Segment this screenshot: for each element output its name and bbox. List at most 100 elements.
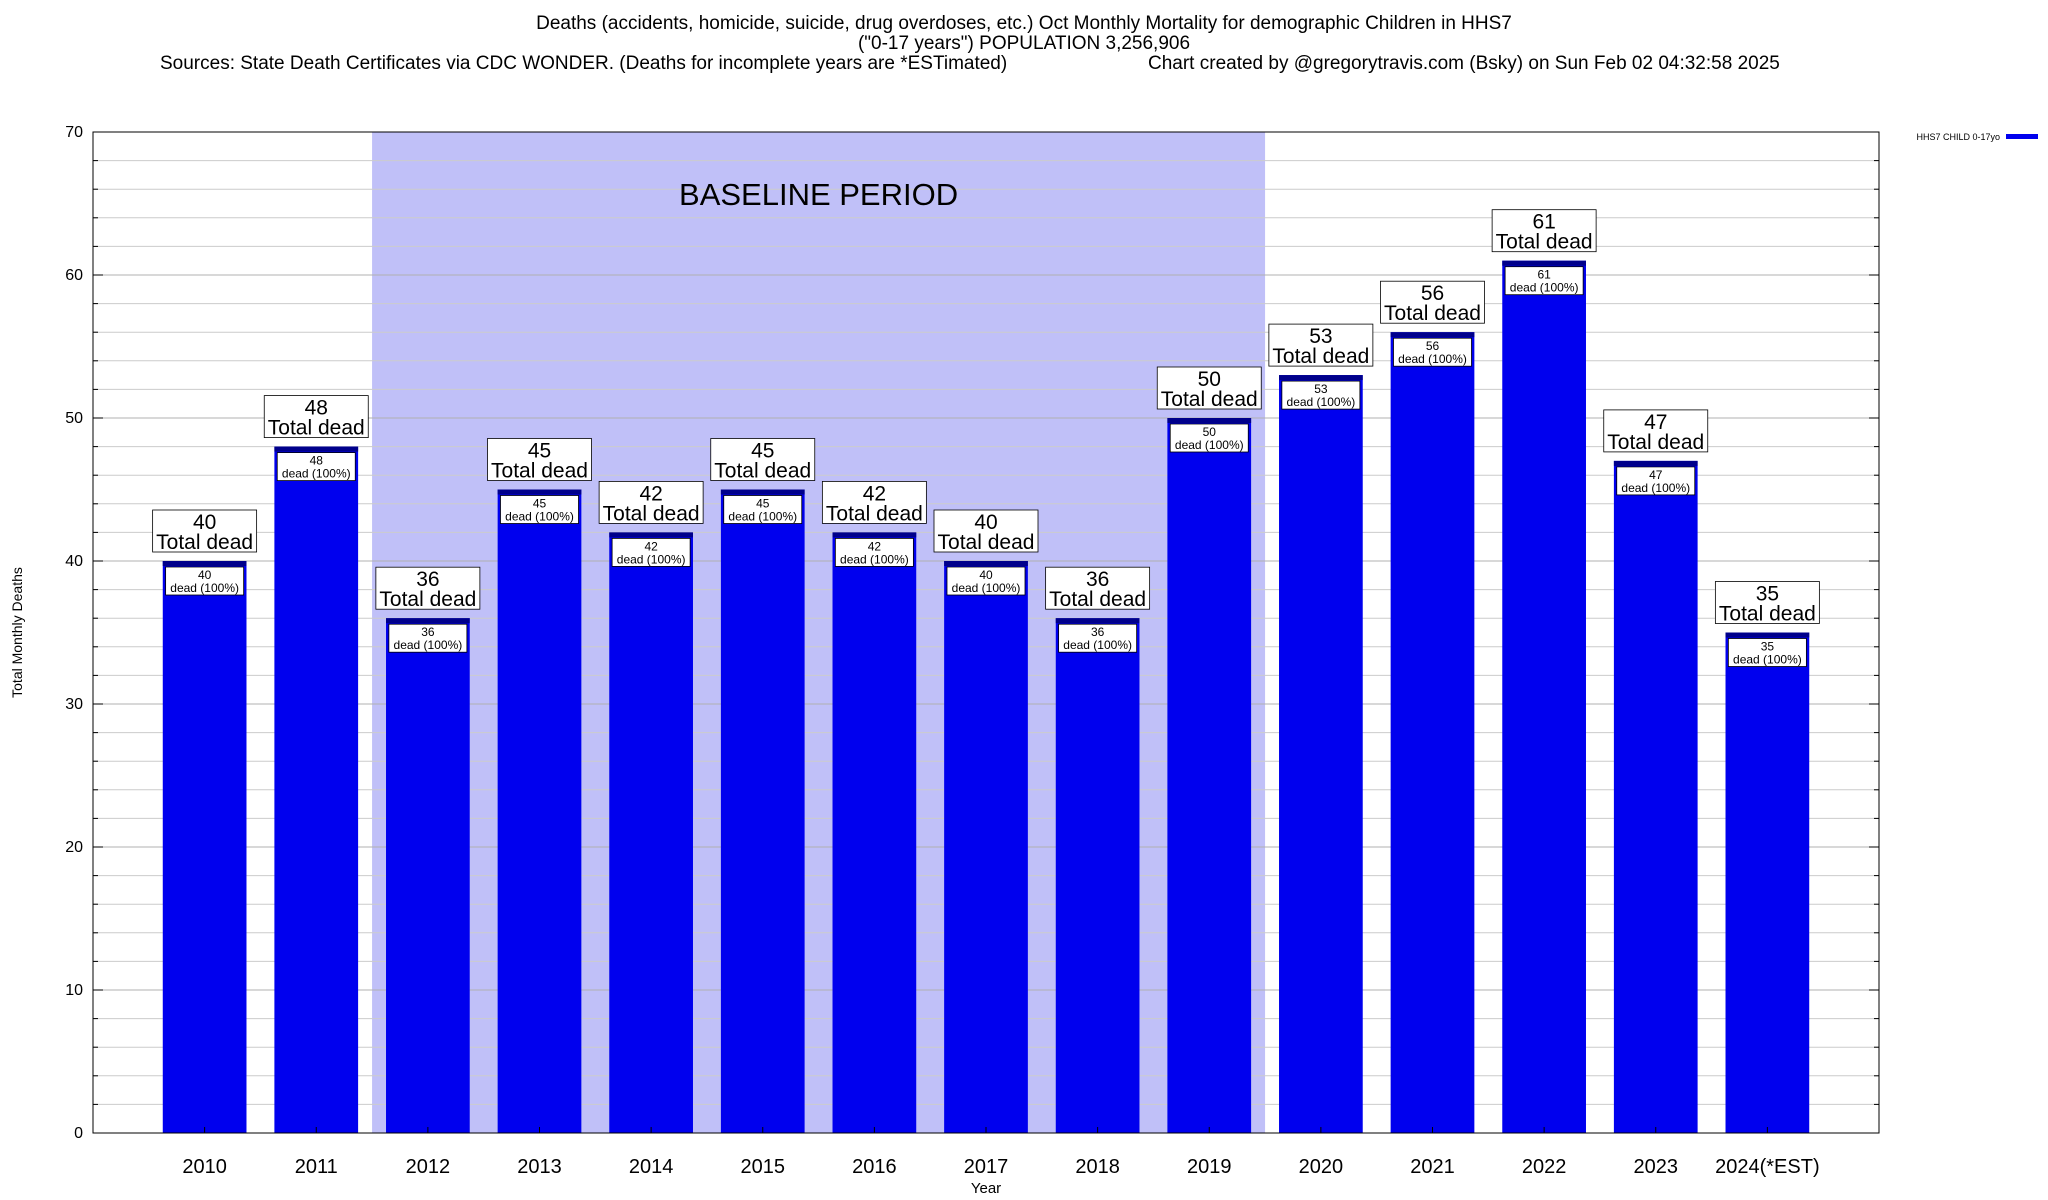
- x-tick-label: 2010: [182, 1156, 227, 1178]
- legend: HHS7 CHILD 0-17yo: [1916, 132, 2038, 142]
- bar-inner-label-box: [834, 538, 914, 567]
- bar-total-text: Total dead: [1496, 231, 1593, 254]
- legend-swatch: [2006, 134, 2038, 139]
- bar-top-edge: [609, 532, 693, 538]
- bar-inner-label-box: [500, 495, 579, 524]
- bar-total-value: 45: [751, 440, 774, 463]
- bar-total-label-box: [1603, 409, 1709, 453]
- y-tick-label: 60: [65, 267, 83, 284]
- bar-total-text: Total dead: [714, 460, 811, 483]
- x-tick-label: 2022: [1522, 1156, 1567, 1178]
- bar-inner-text: dead (100%): [170, 581, 239, 595]
- y-tick-label: 70: [65, 124, 83, 141]
- bar-inner-value: 40: [198, 568, 212, 582]
- bar-total-label-box: [1714, 581, 1820, 624]
- bar-top-edge: [497, 489, 582, 495]
- bar-top-edge: [720, 489, 805, 495]
- bar-total-value: 45: [528, 440, 551, 463]
- x-tick-label: 2015: [741, 1156, 786, 1178]
- bar-inner-label-box: [611, 538, 691, 567]
- bar-inner-text: dead (100%): [1510, 281, 1579, 295]
- bar: [1725, 632, 1810, 1133]
- bar-top-edge: [1502, 260, 1586, 266]
- bar-inner-value: 50: [1203, 425, 1217, 439]
- bar-total-value: 53: [1309, 325, 1332, 348]
- y-tick-label: 50: [65, 410, 83, 427]
- bar-total-value: 47: [1644, 411, 1667, 434]
- bar-total-label-box: [598, 480, 704, 524]
- bar-inner-text: dead (100%): [394, 638, 463, 652]
- bar-inner-label-box: [165, 566, 245, 596]
- bar-inner-value: 42: [868, 539, 882, 553]
- bar-inner-value: 48: [310, 454, 324, 468]
- y-axis-label: Total Monthly Deaths: [9, 567, 25, 698]
- bar-inner-label-box: [946, 566, 1026, 596]
- chart-titles: Deaths (accidents, homicide, suicide, dr…: [0, 14, 2048, 74]
- bar-total-value: 50: [1198, 368, 1221, 391]
- bar-total-text: Total dead: [156, 531, 253, 554]
- y-tick-label: 20: [65, 839, 83, 856]
- bar-total-label-box: [263, 395, 369, 439]
- y-tick-label: 30: [65, 696, 83, 713]
- bar-inner-value: 45: [533, 497, 547, 511]
- bar-inner-text: dead (100%): [1398, 352, 1467, 366]
- bar-total-value: 42: [639, 482, 662, 505]
- bar-total-label-box: [1045, 566, 1151, 610]
- bar-inner-text: dead (100%): [282, 467, 351, 481]
- x-tick-label: 2020: [1299, 1156, 1344, 1178]
- bar-total-label-box: [933, 509, 1039, 553]
- bar-inner-value: 36: [421, 625, 435, 639]
- bar-total-value: 61: [1532, 211, 1555, 234]
- bar-inner-text: dead (100%): [505, 510, 574, 524]
- bar-total-text: Total dead: [1272, 345, 1369, 368]
- chart-credit: Chart created by @gregorytravis.com (Bsk…: [1148, 53, 1780, 74]
- bar-inner-text: dead (100%): [840, 552, 909, 566]
- bar-inner-label-box: [1504, 266, 1584, 296]
- bar: [944, 561, 1028, 1133]
- bar-total-label-box: [375, 566, 481, 610]
- bar: [1502, 260, 1586, 1133]
- bar-top-edge: [274, 446, 359, 452]
- bar-top-edge: [1279, 375, 1363, 381]
- bar-inner-value: 42: [644, 539, 658, 553]
- bar-inner-label-box: [1058, 623, 1138, 653]
- x-axis-label: Year: [971, 1180, 1001, 1197]
- bar-inner-text: dead (100%): [1175, 438, 1244, 452]
- bar-inner-label-box: [1727, 638, 1807, 667]
- x-tick-label: 2014: [629, 1156, 674, 1178]
- bar: [162, 561, 247, 1133]
- y-tick-label: 10: [65, 982, 83, 999]
- bar: [609, 532, 693, 1133]
- bar: [1390, 332, 1475, 1133]
- bar-total-text: Total dead: [1161, 388, 1258, 411]
- bar-total-value: 48: [305, 397, 328, 420]
- bar-inner-text: dead (100%): [617, 552, 686, 566]
- bar-total-value: 40: [974, 511, 997, 534]
- bar-total-text: Total dead: [1719, 603, 1816, 626]
- bar-total-value: 36: [416, 568, 439, 591]
- y-tick-label: 40: [65, 553, 83, 570]
- bar-total-text: Total dead: [1384, 302, 1481, 325]
- chart-source: Sources: State Death Certificates via CD…: [160, 53, 1008, 74]
- bar-total-value: 35: [1756, 583, 1779, 606]
- bar-total-text: Total dead: [491, 460, 588, 483]
- bar-top-edge: [1613, 460, 1698, 466]
- bar: [1613, 460, 1698, 1133]
- bar-total-label-box: [710, 438, 816, 481]
